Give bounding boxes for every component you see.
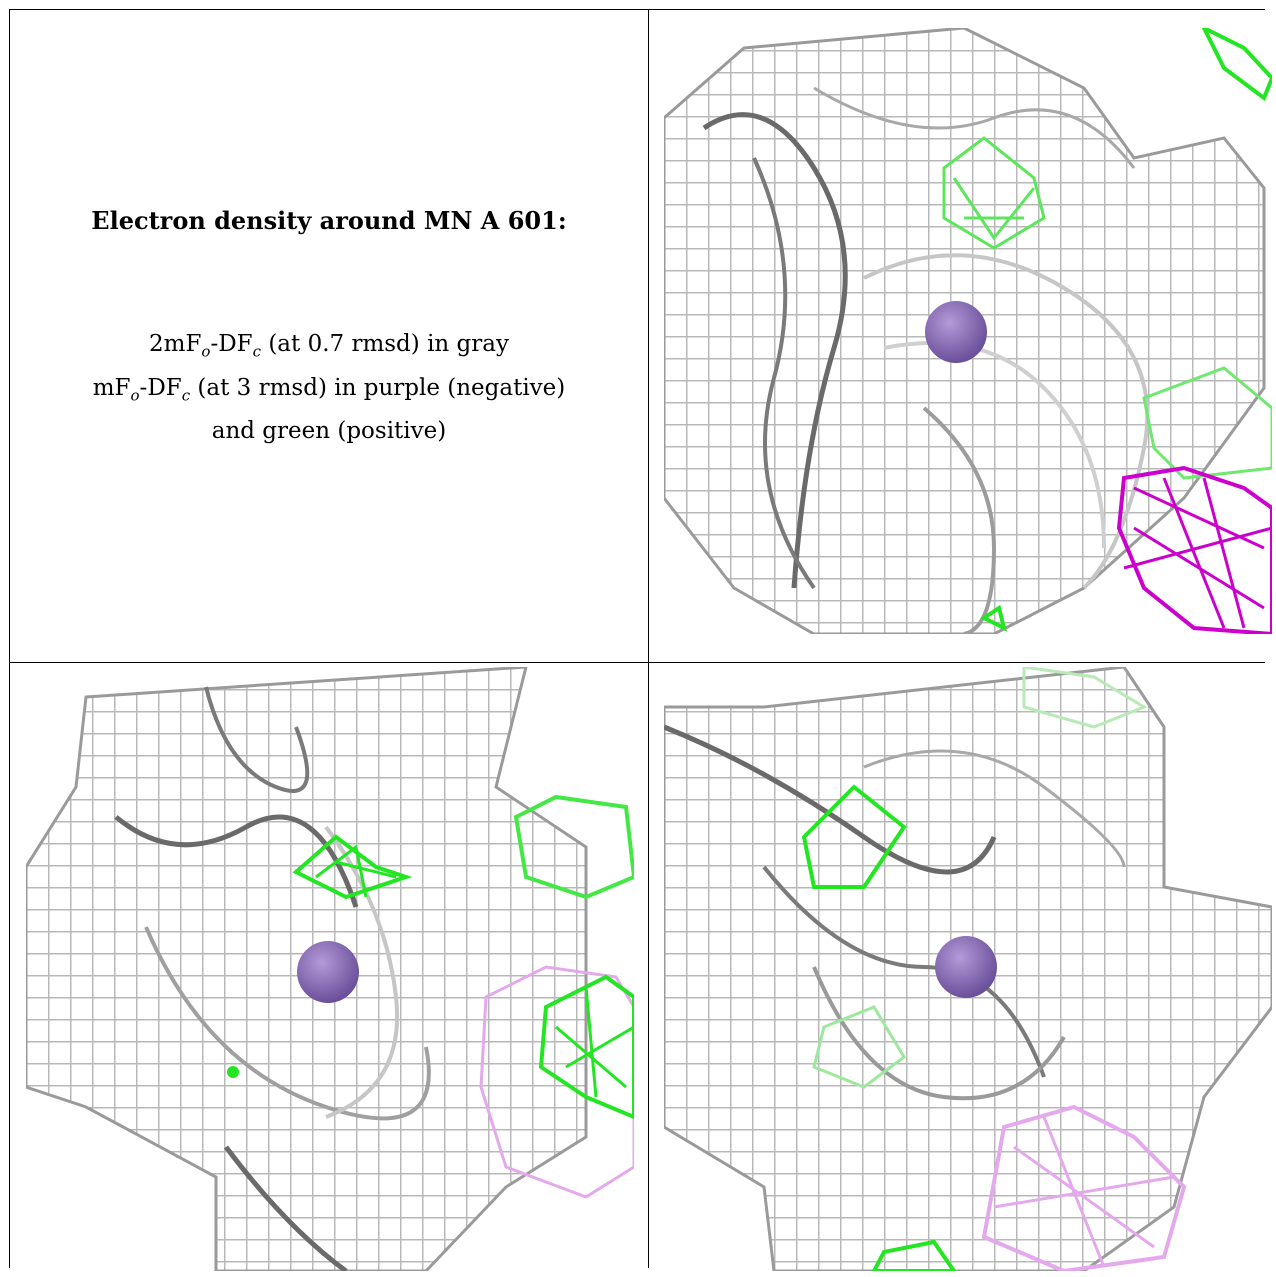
density-view-1-render <box>664 28 1272 634</box>
legend-line-positive: and green (positive) <box>211 418 447 445</box>
density-view-2 <box>26 667 634 1271</box>
positive-density-green <box>942 28 1272 632</box>
positive-density-green <box>227 794 634 1120</box>
mn-atom <box>297 941 359 1003</box>
figure-frame <box>9 9 1265 1268</box>
legend-line-mfo-dfc: mFo-DFc (at 3 rmsd) in purple (negative) <box>92 374 566 405</box>
legend-line-2mfo-dfc: 2mFo-DFc (at 0.7 rmsd) in gray <box>149 331 509 361</box>
legend-text: 2mFo-DFc (at 0.7 rmsd) in gray mFo-DFc (… <box>10 326 648 449</box>
density-view-3-render <box>664 667 1272 1271</box>
horizontal-divider <box>9 662 1265 663</box>
negative-density-purple <box>981 1104 1187 1271</box>
negative-density-purple <box>1116 465 1272 634</box>
density-view-2-render <box>26 667 634 1271</box>
figure-title: Electron density around MN A 601: <box>91 206 567 235</box>
density-view-3 <box>664 667 1272 1271</box>
legend-panel: Electron density around MN A 601: 2mFo-D… <box>10 10 648 662</box>
density-view-1 <box>664 28 1272 634</box>
mn-atom <box>935 936 997 998</box>
positive-density-green <box>801 667 1148 1271</box>
negative-density-purple <box>479 965 634 1199</box>
vertical-divider <box>648 9 649 1268</box>
mn-atom <box>925 301 987 363</box>
